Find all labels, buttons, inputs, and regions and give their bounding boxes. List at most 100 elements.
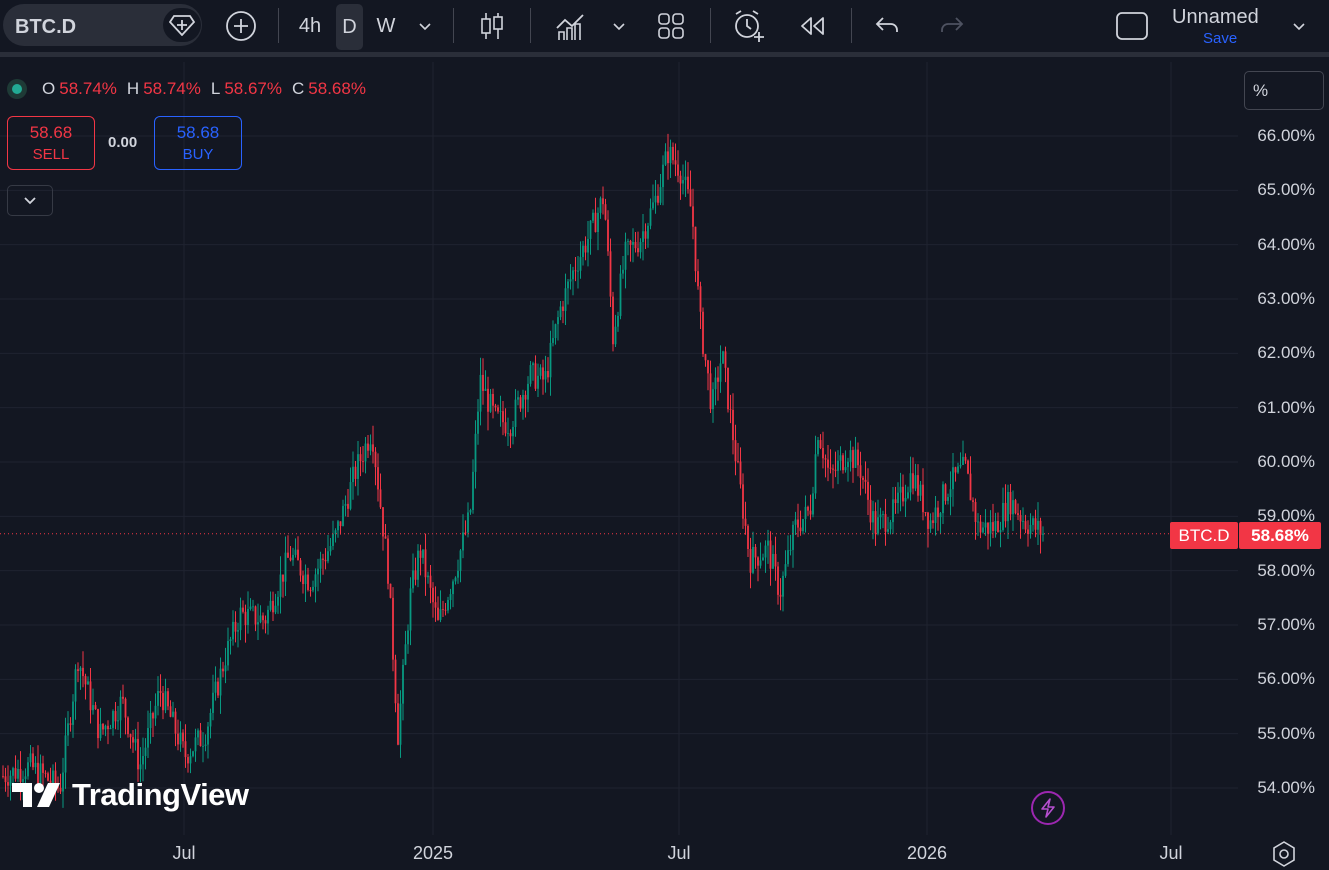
- time-axis-label: 2026: [906, 843, 948, 863]
- tradingview-logo[interactable]: TradingView: [10, 777, 249, 813]
- candle-up: [877, 517, 879, 534]
- candle-down: [747, 525, 749, 549]
- candle-down: [852, 450, 854, 468]
- replay-button[interactable]: [792, 8, 832, 44]
- alert-button[interactable]: [728, 6, 770, 46]
- candle-up: [449, 594, 452, 601]
- plus-circle-icon: [226, 11, 256, 41]
- candle-up: [999, 530, 1002, 533]
- add-symbol-button[interactable]: [222, 8, 260, 44]
- candle-up: [352, 466, 354, 483]
- candle-up: [202, 745, 204, 747]
- candle-down: [297, 549, 299, 561]
- candle-down: [744, 518, 747, 526]
- candle-down: [769, 540, 772, 569]
- candle-down: [609, 251, 612, 297]
- indicators-button[interactable]: [548, 8, 592, 44]
- candle-up: [554, 324, 557, 339]
- candle-down: [47, 773, 49, 781]
- candle-down: [944, 484, 947, 501]
- candle-down: [397, 703, 399, 745]
- interval-w-button[interactable]: W: [376, 14, 396, 37]
- buy-button[interactable]: 58.68 BUY: [154, 116, 242, 170]
- candle-up: [489, 393, 492, 412]
- candle-up: [204, 744, 207, 746]
- candle-down: [667, 151, 669, 164]
- candle-up: [787, 550, 789, 565]
- candle-up: [782, 575, 784, 597]
- candle-down: [997, 520, 999, 533]
- candle-down: [89, 681, 92, 711]
- candle-down: [524, 394, 527, 400]
- flash-button[interactable]: [1031, 791, 1065, 825]
- layout-grid-button[interactable]: [651, 8, 691, 44]
- chart-type-button[interactable]: [472, 8, 512, 44]
- candle-up: [327, 551, 329, 562]
- redo-button[interactable]: [931, 8, 971, 44]
- candle-down: [127, 717, 129, 735]
- candle-up: [897, 492, 899, 504]
- candle-down: [362, 461, 364, 462]
- candle-down: [217, 681, 219, 696]
- candle-down: [4, 776, 7, 783]
- low-value: 58.67%: [224, 79, 282, 98]
- collapse-legend-button[interactable]: [7, 185, 53, 216]
- scale-mode-button[interactable]: %: [1244, 71, 1324, 110]
- candle-up: [592, 212, 594, 221]
- candle-down: [137, 738, 139, 770]
- candle-down: [354, 466, 357, 479]
- candle-down: [77, 669, 79, 671]
- candle-up: [427, 575, 429, 578]
- sell-button[interactable]: 58.68 SELL: [7, 116, 95, 170]
- candle-down: [562, 306, 564, 311]
- candle-up: [317, 568, 319, 575]
- layout-name[interactable]: Unnamed: [1172, 6, 1259, 28]
- candle-down: [797, 519, 799, 528]
- candle-up: [214, 681, 217, 693]
- toolbar-divider: [851, 8, 852, 43]
- candle-down: [842, 455, 844, 471]
- candle-up: [212, 692, 214, 713]
- chart-settings-button[interactable]: [1270, 840, 1298, 868]
- candle-up: [402, 664, 404, 704]
- interval-dropdown-button[interactable]: [413, 12, 437, 40]
- candle-down: [824, 458, 827, 460]
- candle-up: [947, 497, 949, 501]
- candle-down: [97, 709, 99, 739]
- compare-symbol-button[interactable]: [163, 8, 201, 42]
- candle-up: [27, 762, 29, 777]
- candle-up: [1007, 491, 1009, 522]
- candle-up: [854, 449, 857, 468]
- layout-dropdown-button[interactable]: [1287, 12, 1311, 40]
- candle-up: [899, 486, 902, 493]
- candle-down: [612, 296, 614, 345]
- toolbar-divider-bar: [0, 52, 1329, 57]
- chart-grid: [0, 62, 1238, 835]
- candle-up: [134, 738, 137, 743]
- interval-d-button[interactable]: D: [336, 4, 363, 50]
- layout-menu-button[interactable]: [1114, 9, 1150, 43]
- candle-down: [679, 175, 682, 184]
- symbol-search-box[interactable]: BTC.D: [3, 4, 202, 46]
- candle-down: [264, 620, 267, 624]
- undo-button[interactable]: [868, 8, 908, 44]
- candle-up: [334, 530, 337, 534]
- candle-down: [937, 507, 939, 518]
- status-dot-icon[interactable]: [6, 78, 28, 100]
- candle-up: [467, 512, 469, 533]
- candle-up: [517, 397, 519, 400]
- candle-down: [84, 676, 87, 685]
- candle-up: [792, 524, 794, 550]
- candle-down: [114, 711, 117, 722]
- ohlc-legend: O 58.74% H 58.74% L 58.67% C 58.68%: [6, 78, 372, 100]
- candle-down: [82, 667, 84, 677]
- interval-4h-button[interactable]: 4h: [298, 14, 322, 37]
- save-link[interactable]: Save: [1203, 30, 1238, 47]
- candle-down: [902, 486, 904, 502]
- candle-down: [607, 219, 609, 252]
- candle-down: [644, 231, 647, 239]
- candle-up: [144, 747, 147, 756]
- indicators-dropdown-button[interactable]: [607, 12, 631, 40]
- candle-down: [509, 433, 512, 437]
